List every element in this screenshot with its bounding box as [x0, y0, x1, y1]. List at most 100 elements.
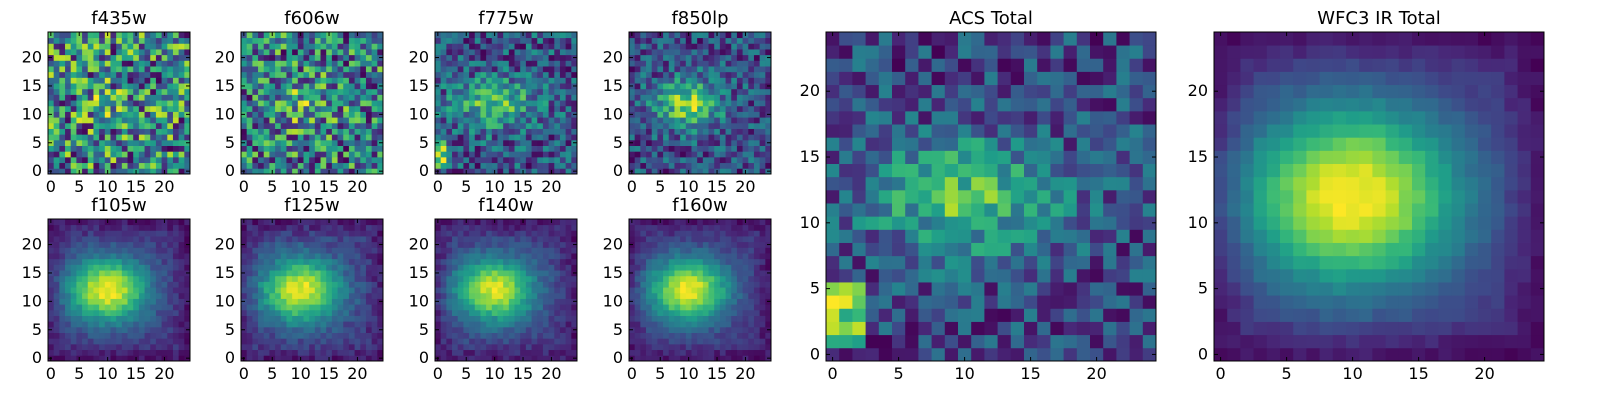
pixel-cell — [708, 315, 715, 322]
pixel-cell — [742, 94, 749, 101]
pixel-cell — [531, 83, 538, 90]
pixel-cell — [497, 60, 504, 67]
pixel-cell — [286, 54, 293, 61]
pixel-cell — [680, 287, 687, 294]
pixel-cell — [452, 37, 459, 44]
pixel-cell — [258, 71, 265, 78]
pixel-cell — [59, 270, 66, 277]
pixel-cell — [155, 128, 162, 135]
pixel-cell — [365, 83, 373, 90]
pixel-cell — [155, 247, 162, 254]
pixel-cell — [435, 122, 442, 129]
pixel-cell — [486, 117, 493, 124]
pixel-cell — [116, 54, 123, 61]
pixel-cell — [537, 326, 544, 333]
pixel-cell — [343, 349, 350, 356]
pixel-cell — [144, 37, 151, 44]
pixel-cell — [435, 253, 442, 260]
pixel-cell — [331, 105, 338, 112]
pixel-cell — [263, 168, 270, 175]
pixel-cell — [753, 43, 761, 50]
pixel-cell — [314, 122, 321, 129]
pixel-cell — [93, 43, 100, 50]
pixel-cell — [731, 343, 738, 351]
pixel-cell — [354, 43, 361, 50]
pixel-cell — [508, 100, 515, 107]
pixel-cell — [542, 287, 549, 294]
pixel-cell — [719, 145, 726, 152]
pixel-cell — [691, 304, 698, 311]
pixel-cell — [76, 241, 83, 248]
pixel-cell — [82, 134, 89, 141]
pixel-cell — [520, 332, 527, 339]
pixel-cell — [452, 122, 459, 129]
pixel-cell — [452, 298, 459, 305]
pixel-cell — [640, 117, 647, 124]
pixel-cell — [486, 71, 493, 78]
pixel-cell — [93, 66, 100, 73]
pixel-cell — [680, 54, 687, 61]
pixel-cell — [246, 94, 253, 101]
pixel-cell — [184, 309, 191, 316]
pixel-cell — [554, 49, 561, 56]
pixel-cell — [731, 168, 738, 175]
pixel-cell — [99, 270, 106, 277]
pixel-cell — [184, 338, 191, 345]
pixel-cell — [474, 264, 481, 271]
pixel-cell — [144, 134, 151, 141]
pixel-cell — [303, 315, 310, 322]
pixel-cell — [753, 275, 761, 282]
pixel-cell — [491, 264, 498, 271]
pixel-cell — [377, 321, 384, 328]
pixel-cell — [286, 32, 293, 39]
pixel-cell — [53, 264, 60, 271]
pixel-cell — [702, 326, 709, 333]
pixel-cell — [480, 247, 487, 254]
pixel-cell — [320, 253, 327, 260]
pixel-cell — [559, 264, 567, 271]
pixel-cell — [138, 275, 145, 282]
pixel-cell — [457, 236, 464, 243]
pixel-cell — [121, 304, 128, 311]
pixel-cell — [452, 111, 459, 118]
pixel-cell — [457, 145, 464, 152]
pixel-cell — [314, 321, 321, 328]
pixel-cell — [269, 349, 276, 356]
pixel-cell — [48, 349, 55, 356]
pixel-cell — [286, 94, 293, 101]
pixel-cell — [503, 162, 510, 169]
pixel-cell — [59, 241, 66, 248]
pixel-cell — [172, 275, 180, 282]
pixel-cell — [258, 117, 265, 124]
pixel-cell — [463, 151, 470, 158]
pixel-cell — [668, 71, 675, 78]
pixel-cell — [452, 60, 459, 67]
pixel-cell — [314, 71, 321, 78]
pixel-cell — [65, 236, 72, 243]
pixel-cell — [104, 304, 111, 311]
pixel-cell — [559, 258, 567, 265]
pixel-cell — [104, 111, 111, 118]
pixel-cell — [263, 111, 270, 118]
pixel-cell — [320, 122, 327, 129]
pixel-cell — [554, 309, 561, 316]
pixel-cell — [297, 105, 304, 112]
pixel-cell — [748, 66, 755, 73]
pixel-cell — [172, 270, 180, 277]
pixel-cell — [559, 224, 567, 231]
pixel-cell — [531, 355, 538, 362]
pixel-cell — [765, 281, 772, 288]
pixel-cell — [150, 128, 157, 135]
pixel-cell — [258, 281, 265, 288]
pixel-cell — [144, 77, 151, 84]
pixel-cell — [474, 355, 481, 362]
pixel-cell — [59, 88, 66, 95]
pixel-cell — [320, 304, 327, 311]
pixel-cell — [121, 326, 128, 333]
pixel-cell — [542, 224, 549, 231]
pixel-cell — [280, 241, 287, 248]
pixel-cell — [377, 292, 384, 299]
pixel-cell — [565, 247, 572, 254]
pixel-cell — [127, 270, 134, 277]
pixel-cell — [161, 105, 168, 112]
